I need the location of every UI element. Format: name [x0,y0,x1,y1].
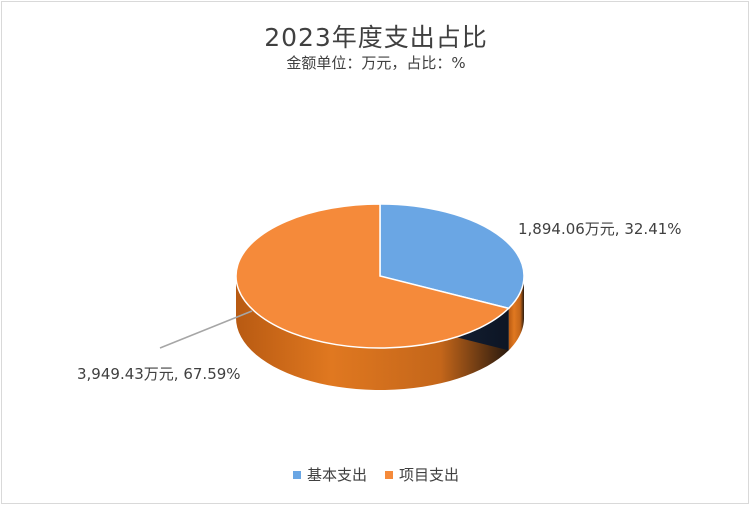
legend-item-project[interactable]: 项目支出 [385,464,459,485]
data-label-0: 1,894.06万元, 32.41% [518,220,682,238]
slice-side-0 [508,276,524,351]
legend-item-basic[interactable]: 基本支出 [292,464,367,485]
slice-0[interactable] [379,203,525,310]
chart-title: 2023年度支出占比 [264,23,488,52]
legend-swatch-basic [292,470,301,479]
legend-label-basic: 基本支出 [306,466,367,484]
legend-swatch-project [385,470,393,479]
data-label-1: 3,949.43万元, 67.59% [77,365,241,383]
slice-1[interactable] [235,203,511,349]
legend: 基本支出 项目支出 [0,464,752,485]
leader-line-1 [159,310,253,349]
chart-subtitle: 金额单位：万元，占比：% [286,54,466,72]
slice-side-1 [236,276,509,390]
legend-label-project: 项目支出 [399,466,460,484]
